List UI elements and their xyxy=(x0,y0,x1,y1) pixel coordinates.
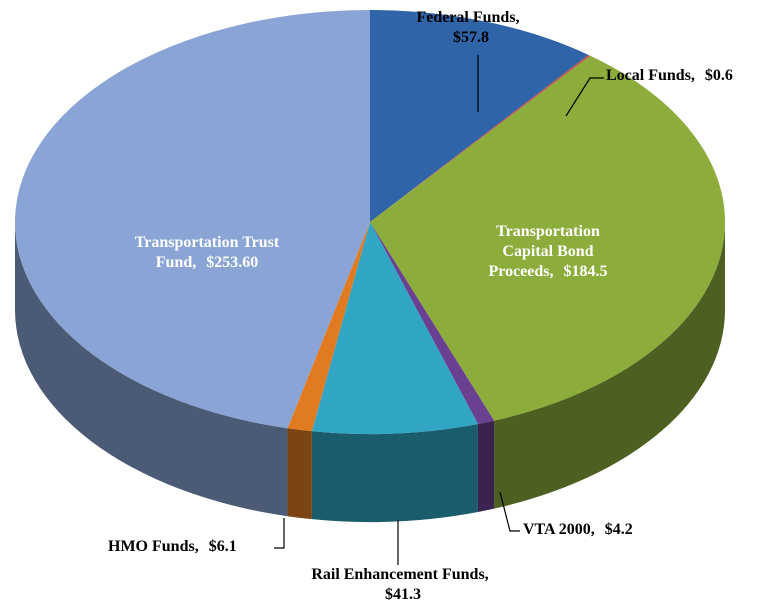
category-label: Rail Enhancement Funds, xyxy=(311,566,489,583)
slice-label: Rail Enhancement Funds, $41.3 xyxy=(310,565,490,605)
value-label: $184.5 xyxy=(563,263,608,280)
slice-label: Transportation Trust Fund, $253.60 xyxy=(132,233,282,273)
slice xyxy=(370,10,589,222)
slice xyxy=(311,222,478,434)
leader-line xyxy=(565,77,604,117)
slice-label: VTA 2000, $4.2 xyxy=(523,520,633,540)
slice-side xyxy=(287,428,312,520)
value-label: $0.6 xyxy=(704,67,733,84)
value-label: $253.60 xyxy=(206,254,259,271)
slice xyxy=(370,55,725,421)
slice-label: Federal Funds, $57.8 xyxy=(398,8,538,48)
leader-line xyxy=(499,491,520,532)
value-label: $57.8 xyxy=(453,29,489,46)
category-label: HMO Funds, xyxy=(108,538,199,555)
category-label: Transportation Trust Fund, xyxy=(134,234,280,271)
value-label: $6.1 xyxy=(208,538,237,555)
value-label: $4.2 xyxy=(604,521,633,538)
slice-side xyxy=(311,423,478,522)
slice-side xyxy=(494,222,725,509)
slice-label: Local Funds, $0.6 xyxy=(606,66,733,86)
slice-side xyxy=(15,222,288,517)
slice-label: HMO Funds, $6.1 xyxy=(108,537,237,557)
slice xyxy=(370,222,495,424)
slice-side xyxy=(477,420,495,512)
slice xyxy=(370,54,591,222)
category-label: Local Funds, xyxy=(606,67,695,84)
category-label: Federal Funds, xyxy=(416,9,520,26)
value-label: $41.3 xyxy=(385,586,421,603)
leader-line xyxy=(274,518,285,549)
pie-tops xyxy=(15,10,725,434)
category-label: VTA 2000, xyxy=(523,521,595,538)
slice xyxy=(15,10,370,429)
slice-label: Transportation Capital Bond Proceeds, $1… xyxy=(478,222,618,282)
pie-sides xyxy=(15,222,725,522)
slice xyxy=(287,222,370,432)
category-label: Transportation Capital Bond Proceeds, xyxy=(488,223,600,280)
